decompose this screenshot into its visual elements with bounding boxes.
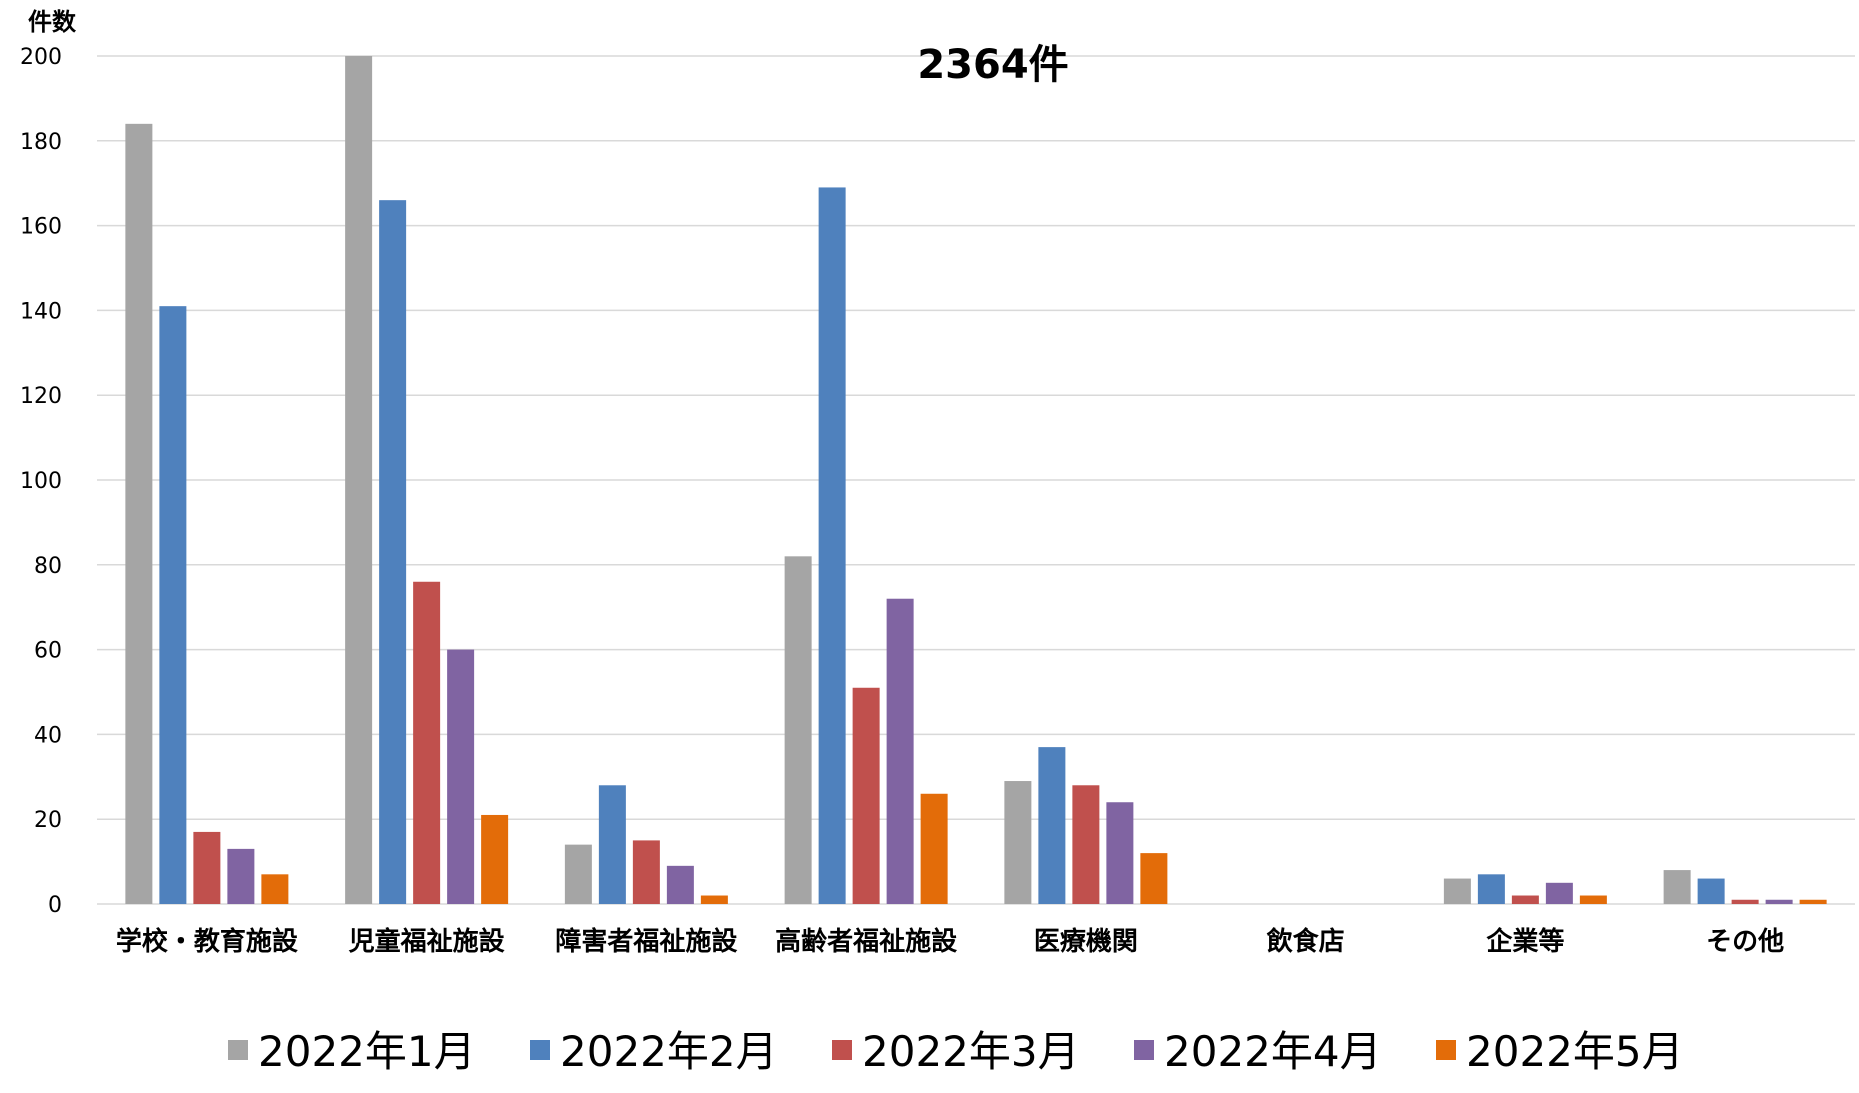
bar [227,848,255,904]
bar [1038,747,1066,904]
bar [1140,853,1168,904]
bar [1072,785,1100,904]
bar [193,831,221,904]
legend-swatch [228,1040,248,1060]
bar [1004,781,1032,904]
bar [564,844,592,904]
bar [1106,802,1134,904]
y-axis-label: 件数 [28,8,77,36]
y-tick-label: 20 [34,808,62,833]
x-category-label: 児童福祉施設 [349,926,506,957]
bar [598,785,626,904]
bar [1443,878,1471,904]
y-tick-label: 140 [20,299,62,324]
chart-title: 2364件 [917,42,1068,88]
legend-swatch [1436,1040,1456,1060]
bar [1477,874,1505,904]
x-category-label: 障害者福祉施設 [555,926,738,957]
bar [1579,895,1607,904]
y-tick-label: 40 [34,723,62,748]
bar [700,895,728,904]
y-axis-ticks: 0 20 40 60 80 100 120 140 160 180 200 [20,45,62,918]
legend-swatch [1134,1040,1154,1060]
bar [784,556,812,904]
bar [1697,878,1725,904]
x-category-label: その他 [1706,927,1784,957]
y-tick-label: 200 [20,45,62,70]
y-tick-label: 180 [20,130,62,155]
bars [125,56,1827,905]
bar [1511,895,1539,904]
x-category-label: 医療機関 [1034,927,1138,957]
bar [1731,899,1759,904]
x-category-label: 企業等 [1486,926,1564,957]
legend-swatch [530,1040,550,1060]
bar [852,687,880,904]
y-tick-label: 60 [34,639,62,664]
legend-label: 2022年2月 [560,1027,778,1076]
bar [1799,899,1827,904]
bar [345,56,373,904]
legend-label: 2022年3月 [862,1027,1080,1076]
bar [632,840,660,904]
legend-swatch [832,1040,852,1060]
x-category-label: 学校・教育施設 [116,926,299,957]
bar [1765,899,1793,904]
legend-label: 2022年1月 [258,1027,476,1076]
bar [125,123,153,905]
x-axis-categories: 学校・教育施設 児童福祉施設 障害者福祉施設 高齢者福祉施設 医療機関 飲食店 企業等 その他 [116,926,1784,957]
bar [413,581,441,904]
y-tick-label: 160 [20,215,62,240]
bar [447,649,475,904]
legend-label: 2022年5月 [1466,1027,1684,1076]
y-tick-label: 80 [34,554,62,579]
bar [666,865,694,904]
bar [261,874,289,904]
bar [379,200,407,904]
bar [1663,870,1691,904]
bar [818,187,846,904]
legend: 2022年1月 2022年2月 2022年3月 2022年4月 2022年5月 [228,1027,1684,1076]
y-tick-label: 0 [48,893,62,918]
y-tick-label: 120 [20,384,62,409]
bar [159,306,187,904]
bar [481,814,509,904]
y-tick-label: 100 [20,469,62,494]
x-category-label: 高齢者福祉施設 [775,926,958,957]
bar [1545,882,1573,904]
x-category-label: 飲食店 [1266,926,1345,957]
bar [920,793,948,904]
legend-label: 2022年4月 [1164,1027,1382,1076]
bar [886,598,914,904]
